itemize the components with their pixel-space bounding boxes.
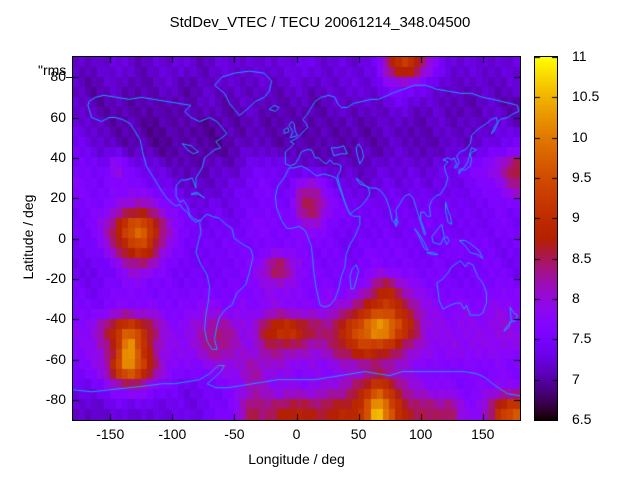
x-tick-label: 150 (471, 426, 495, 442)
x-axis-title: Longitude / deg (248, 451, 345, 467)
y-tick-label: -20 (45, 269, 66, 286)
colorbar-tick-label: 7 (572, 370, 580, 387)
colorbar-tick-label: 9 (572, 209, 580, 226)
x-tick-label: -150 (96, 426, 125, 442)
heatmap-canvas (72, 56, 521, 421)
colorbar-tick-label: 11 (572, 48, 587, 64)
x-tick-label: 100 (408, 426, 433, 442)
overlay-text-label: "rms_ (38, 62, 75, 78)
x-tick-label: 50 (350, 426, 367, 442)
colorbar-tick-label: 10 (572, 128, 588, 145)
colorbar-tick-label: 8.5 (572, 249, 592, 266)
y-tick-label: 20 (50, 189, 66, 206)
y-tick-label: -60 (45, 350, 66, 367)
colorbar-canvas (534, 56, 558, 421)
colorbar-tick-label: 10.5 (572, 88, 600, 105)
y-tick-label: -40 (45, 310, 66, 327)
y-tick-label: 0 (58, 229, 66, 246)
chart-title: StdDev_VTEC / TECU 20061214_348.04500 (169, 14, 471, 31)
x-tick-label: -50 (224, 426, 245, 442)
colorbar-tick-label: 9.5 (572, 169, 592, 185)
colorbar-tick-label: 8 (572, 290, 580, 306)
colorbar-tick-label: 6.5 (572, 411, 592, 427)
y-tick-label: 60 (50, 108, 66, 125)
y-tick-label: -80 (45, 390, 66, 407)
colorbar-tick-label: 7.5 (572, 330, 592, 347)
x-tick-label: -100 (158, 426, 187, 442)
y-tick-label: 40 (50, 148, 66, 165)
y-tick-label: 80 (50, 68, 66, 85)
x-tick-label: 0 (292, 426, 301, 442)
